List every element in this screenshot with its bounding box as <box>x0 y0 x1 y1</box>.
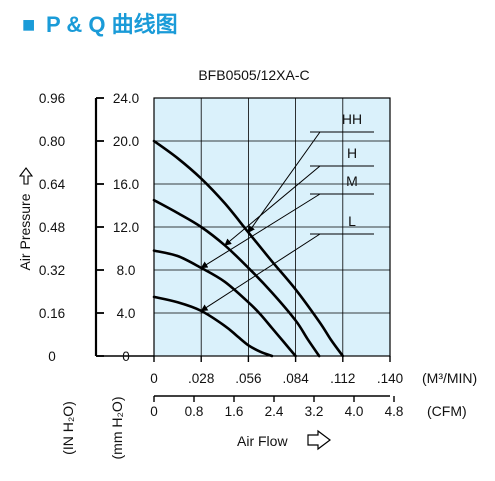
x-tick-label-secondary: 4.8 <box>385 404 404 419</box>
y-axis-title: Air Pressure <box>17 193 33 270</box>
y-tick-label-secondary: 16.0 <box>113 177 139 192</box>
x-axis-title: Air Flow <box>237 433 288 449</box>
series-line-h <box>152 198 321 358</box>
series-lines <box>152 139 345 358</box>
y-tick-label-secondary: 12.0 <box>113 220 139 235</box>
x-tick-label-primary: .084 <box>282 371 309 386</box>
x-tick-label-secondary: 0 <box>150 404 158 419</box>
y-tick-label-primary: 0.64 <box>39 177 66 192</box>
y-tick-label-secondary: 24.0 <box>113 91 139 106</box>
x-tick-label-primary: .056 <box>235 371 261 386</box>
x-unit-secondary: (CFM) <box>427 403 467 419</box>
y-tick-label-primary: 0.96 <box>39 91 65 106</box>
x-tick-label-secondary: 4.0 <box>345 404 364 419</box>
x-tick-label-secondary: 3.2 <box>305 404 324 419</box>
chart-title: BFB0505/12XA-C <box>198 67 309 83</box>
y-unit-primary-group: (IN H₂O) <box>60 401 76 455</box>
y-tick-label-secondary: 8.0 <box>117 263 136 278</box>
annotation-label-l: L <box>348 213 356 229</box>
x-tick-label-primary: .028 <box>188 371 214 386</box>
y-tick-label-primary: 0.32 <box>39 263 65 278</box>
annotation-arrow-m <box>200 193 321 269</box>
x-tick-label-primary: .140 <box>377 371 403 386</box>
y-axis-title-group: Air Pressure <box>17 193 33 270</box>
annotation-arrow-h <box>224 165 321 246</box>
y-tick-label-primary: 0.48 <box>39 220 65 235</box>
y-unit-primary: (IN H₂O) <box>60 401 76 455</box>
series-line-l <box>152 295 274 358</box>
grid-lines <box>154 98 390 356</box>
x-tick-label-primary: 0 <box>150 371 158 386</box>
y-axis-arrow-icon <box>18 167 34 185</box>
y-tick-label-secondary: 0 <box>122 349 130 364</box>
y-tick-label-secondary: 4.0 <box>117 306 136 321</box>
annotation-label-hh: HH <box>342 111 362 127</box>
annotation-arrow-l <box>200 233 321 312</box>
x-tick-label-secondary: 2.4 <box>265 404 284 419</box>
y-tick-label-primary: 0 <box>48 349 56 364</box>
y-axis-secondary: 0 4.0 8.0 12.0 16.0 20.0 24.0 <box>94 91 154 364</box>
y-unit-secondary: (mm H₂O) <box>109 397 125 460</box>
y-ticks-primary: 0 0.16 0.32 0.48 0.64 0.80 0.96 <box>39 91 66 364</box>
x-unit-primary: (M³/MIN) <box>422 370 477 386</box>
series-line-hh <box>152 139 345 358</box>
annotation-label-h: H <box>347 145 357 161</box>
y-ticks-secondary: 0 4.0 8.0 12.0 16.0 20.0 24.0 <box>96 91 139 364</box>
page-heading: P & Q 曲线图 <box>46 12 178 37</box>
heading-square-icon: ■ <box>22 12 35 37</box>
x-tick-label-secondary: 1.6 <box>225 404 244 419</box>
y-tick-label-primary: 0.80 <box>39 134 65 149</box>
x-ticks-secondary: 0 0.8 1.6 2.4 3.2 4.0 4.8 <box>150 396 403 419</box>
y-tick-label-secondary: 20.0 <box>113 134 139 149</box>
x-tick-label-primary: .112 <box>330 371 355 386</box>
x-axis-arrow-icon <box>307 429 331 451</box>
series-line-m <box>152 249 297 358</box>
y-tick-label-primary: 0.16 <box>39 306 65 321</box>
annotation-label-m: M <box>346 173 358 189</box>
y-unit-secondary-group: (mm H₂O) <box>109 397 125 460</box>
x-tick-label-secondary: 0.8 <box>185 404 204 419</box>
x-ticks-primary: 0 .028 .056 .084 .112 .140 <box>150 356 403 386</box>
